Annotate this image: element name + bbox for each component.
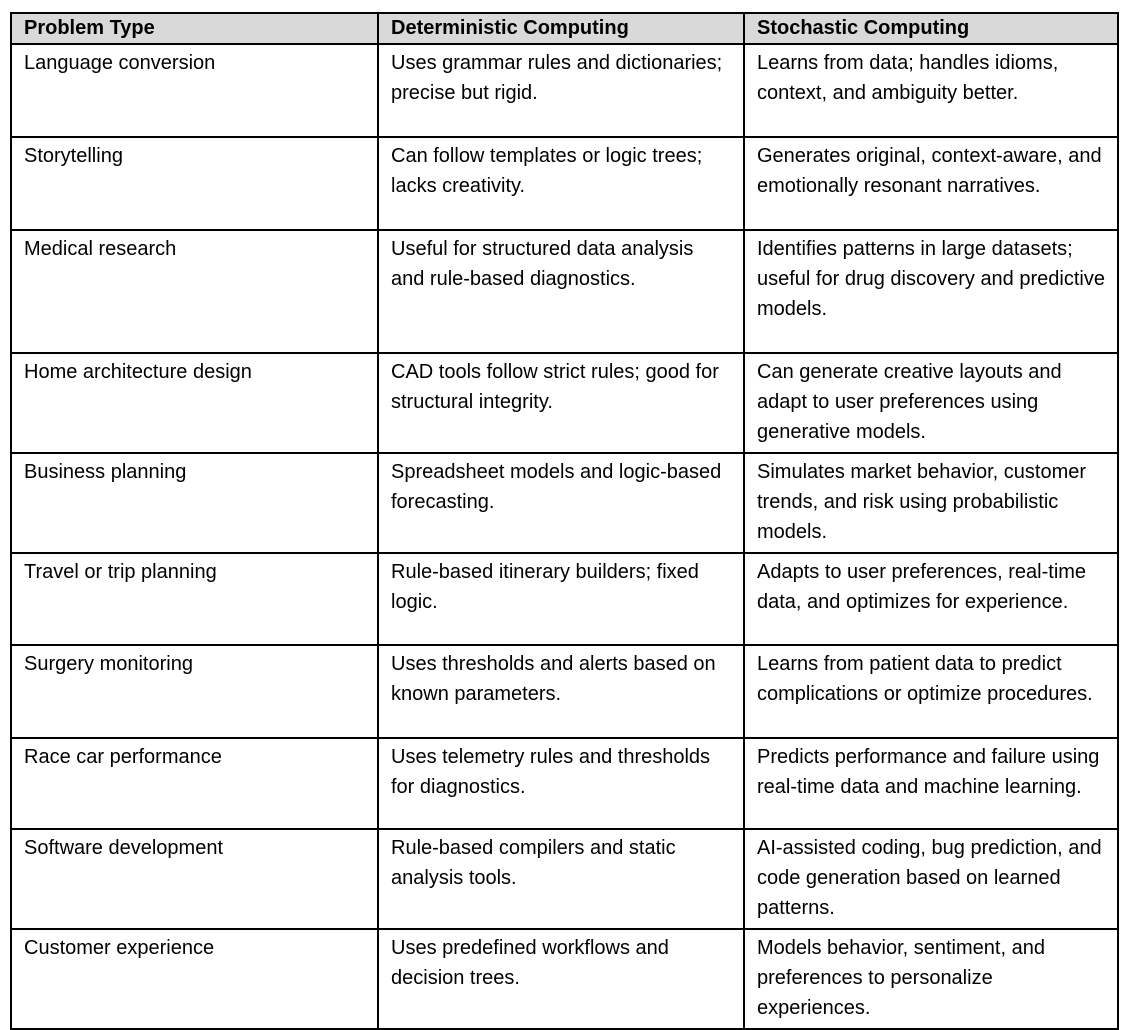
cell-stochastic: Learns from data; handles idioms, contex… bbox=[743, 43, 1119, 138]
cell-stochastic: Simulates market behavior, customer tren… bbox=[743, 452, 1119, 554]
cell-stochastic: Generates original, context-aware, and e… bbox=[743, 136, 1119, 231]
cell-deterministic: Useful for structured data analysis and … bbox=[377, 229, 745, 354]
cell-problem-type: Customer experience bbox=[10, 928, 379, 1030]
cell-deterministic: Uses telemetry rules and thresholds for … bbox=[377, 737, 745, 830]
cell-stochastic: Can generate creative layouts and adapt … bbox=[743, 352, 1119, 454]
cell-deterministic: CAD tools follow strict rules; good for … bbox=[377, 352, 745, 454]
cell-deterministic: Rule-based compilers and static analysis… bbox=[377, 828, 745, 930]
cell-stochastic: Identifies patterns in large datasets; u… bbox=[743, 229, 1119, 354]
cell-problem-type: Software development bbox=[10, 828, 379, 930]
cell-problem-type: Storytelling bbox=[10, 136, 379, 231]
table-row: Travel or trip planning Rule-based itine… bbox=[10, 552, 1119, 646]
cell-problem-type: Travel or trip planning bbox=[10, 552, 379, 646]
document-page: Problem Type Deterministic Computing Sto… bbox=[10, 12, 1119, 1030]
cell-problem-type: Home architecture design bbox=[10, 352, 379, 454]
cell-deterministic: Can follow templates or logic trees; lac… bbox=[377, 136, 745, 231]
table-row: Race car performance Uses telemetry rule… bbox=[10, 737, 1119, 830]
cell-problem-type: Surgery monitoring bbox=[10, 644, 379, 739]
column-header-deterministic-computing: Deterministic Computing bbox=[377, 12, 745, 45]
table-row: Storytelling Can follow templates or log… bbox=[10, 136, 1119, 231]
cell-problem-type: Medical research bbox=[10, 229, 379, 354]
table-row: Business planning Spreadsheet models and… bbox=[10, 452, 1119, 554]
cell-stochastic: AI-assisted coding, bug prediction, and … bbox=[743, 828, 1119, 930]
cell-stochastic: Predicts performance and failure using r… bbox=[743, 737, 1119, 830]
cell-deterministic: Spreadsheet models and logic-based forec… bbox=[377, 452, 745, 554]
cell-problem-type: Business planning bbox=[10, 452, 379, 554]
cell-stochastic: Models behavior, sentiment, and preferen… bbox=[743, 928, 1119, 1030]
cell-deterministic: Uses grammar rules and dictionaries; pre… bbox=[377, 43, 745, 138]
table-row: Language conversion Uses grammar rules a… bbox=[10, 43, 1119, 138]
column-header-stochastic-computing: Stochastic Computing bbox=[743, 12, 1119, 45]
table-row: Software development Rule-based compiler… bbox=[10, 828, 1119, 930]
comparison-table: Problem Type Deterministic Computing Sto… bbox=[10, 12, 1119, 1030]
cell-stochastic: Adapts to user preferences, real-time da… bbox=[743, 552, 1119, 646]
column-header-problem-type: Problem Type bbox=[10, 12, 379, 45]
cell-stochastic: Learns from patient data to predict comp… bbox=[743, 644, 1119, 739]
cell-deterministic: Uses thresholds and alerts based on know… bbox=[377, 644, 745, 739]
table-row: Home architecture design CAD tools follo… bbox=[10, 352, 1119, 454]
table-row: Medical research Useful for structured d… bbox=[10, 229, 1119, 354]
cell-problem-type: Language conversion bbox=[10, 43, 379, 138]
cell-problem-type: Race car performance bbox=[10, 737, 379, 830]
table-header-row: Problem Type Deterministic Computing Sto… bbox=[10, 12, 1119, 45]
cell-deterministic: Uses predefined workflows and decision t… bbox=[377, 928, 745, 1030]
table-row: Surgery monitoring Uses thresholds and a… bbox=[10, 644, 1119, 739]
table-row: Customer experience Uses predefined work… bbox=[10, 928, 1119, 1030]
cell-deterministic: Rule-based itinerary builders; fixed log… bbox=[377, 552, 745, 646]
